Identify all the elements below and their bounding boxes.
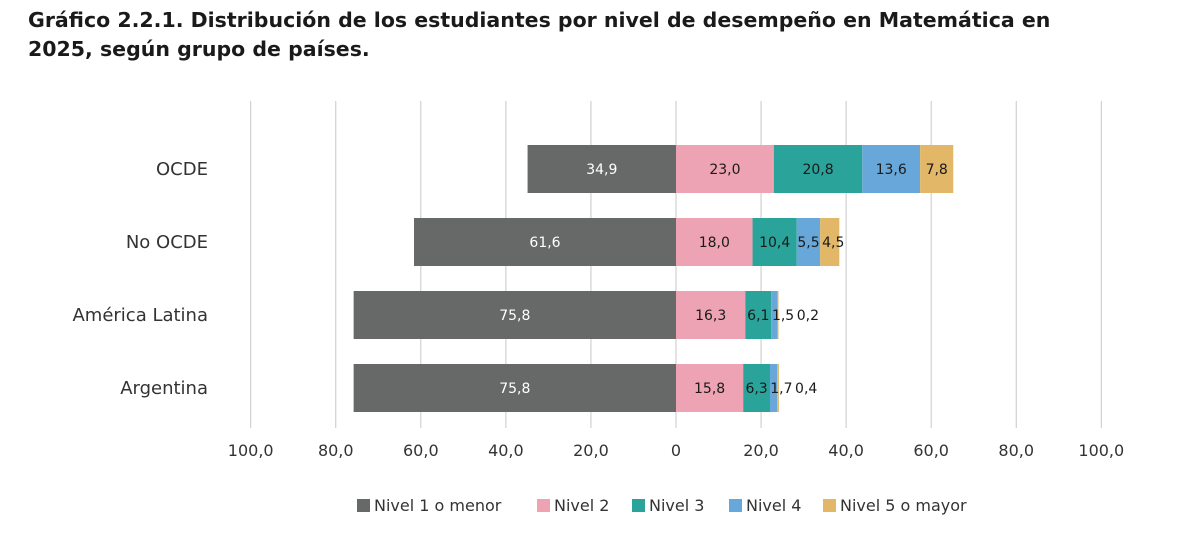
data-label: 10,4 [759,235,790,251]
data-label: 34,9 [586,162,617,178]
bar-segment-nivel-4 [771,291,778,339]
bar-segment-nivel-2 [676,218,753,266]
legend-swatch [823,499,836,512]
data-label: 20,8 [802,162,833,178]
data-label: 75,8 [499,381,530,397]
chart-title-line-2: 2025, según grupo de países. [28,37,370,61]
data-label: 1,5 [772,308,794,324]
data-label: 5,5 [797,235,819,251]
data-label: 0,2 [797,308,819,324]
legend-label: Nivel 4 [746,496,801,515]
bar-segment-nivel-5 [920,145,954,193]
data-label: 6,1 [747,308,769,324]
bar-segment-nivel-1 [527,145,676,193]
x-tick-label: 100,0 [228,441,274,460]
x-tick-label: 40,0 [488,441,524,460]
bar-segment-nivel-2 [676,291,746,339]
data-label: 6,3 [745,381,767,397]
x-tick-label: 40,0 [828,441,864,460]
legend-label: Nivel 1 o menor [374,496,502,515]
bar-segment-nivel-2 [676,364,744,412]
bar-segment-nivel-1 [353,364,676,412]
chart-title-line-1: Gráfico 2.2.1. Distribución de los estud… [28,8,1051,32]
bar-segment-nivel-4 [862,145,921,193]
data-label: 15,8 [694,381,725,397]
data-label: 61,6 [529,235,560,251]
x-tick-label: 0 [671,441,681,460]
legend-label: Nivel 3 [649,496,704,515]
data-label: 75,8 [499,308,530,324]
bar-segment-nivel-3 [743,364,770,412]
bar-segment-nivel-5 [820,218,840,266]
bar-segment-nivel-1 [353,291,676,339]
x-tick-label: 80,0 [318,441,354,460]
data-label: 7,8 [926,162,948,178]
data-label: 23,0 [709,162,740,178]
bar-segment-nivel-5 [777,364,779,412]
data-label: 4,5 [822,235,844,251]
bar-segment-nivel-5 [777,291,779,339]
legend-label: Nivel 2 [554,496,609,515]
legend-swatch [729,499,742,512]
category-label: OCDE [156,159,208,180]
bar-segment-nivel-2 [676,145,774,193]
bar-segment-nivel-3 [773,145,863,193]
legend-swatch [632,499,645,512]
legend-label: Nivel 5 o mayor [840,496,967,515]
bar-segment-nivel-1 [414,218,676,266]
x-tick-label: 60,0 [913,441,949,460]
data-label: 0,4 [795,381,817,397]
data-label: 1,7 [770,381,792,397]
bar-segment-nivel-4 [769,364,778,412]
x-tick-label: 20,0 [743,441,779,460]
x-tick-label: 100,0 [1078,441,1124,460]
category-label: América Latina [72,305,208,326]
data-label: 18,0 [699,235,730,251]
x-tick-label: 60,0 [403,441,439,460]
category-label: Argentina [120,378,208,399]
bar-segment-nivel-3 [745,291,772,339]
x-tick-label: 20,0 [573,441,609,460]
category-label: No OCDE [126,232,208,253]
bar-segment-nivel-4 [796,218,821,266]
bar-segment-nivel-3 [752,218,797,266]
x-tick-label: 80,0 [998,441,1034,460]
chart-title: Gráfico 2.2.1. Distribución de los estud… [28,6,1168,64]
data-label: 16,3 [695,308,726,324]
legend-swatch [357,499,370,512]
legend-swatch [537,499,550,512]
data-label: 13,6 [876,162,907,178]
